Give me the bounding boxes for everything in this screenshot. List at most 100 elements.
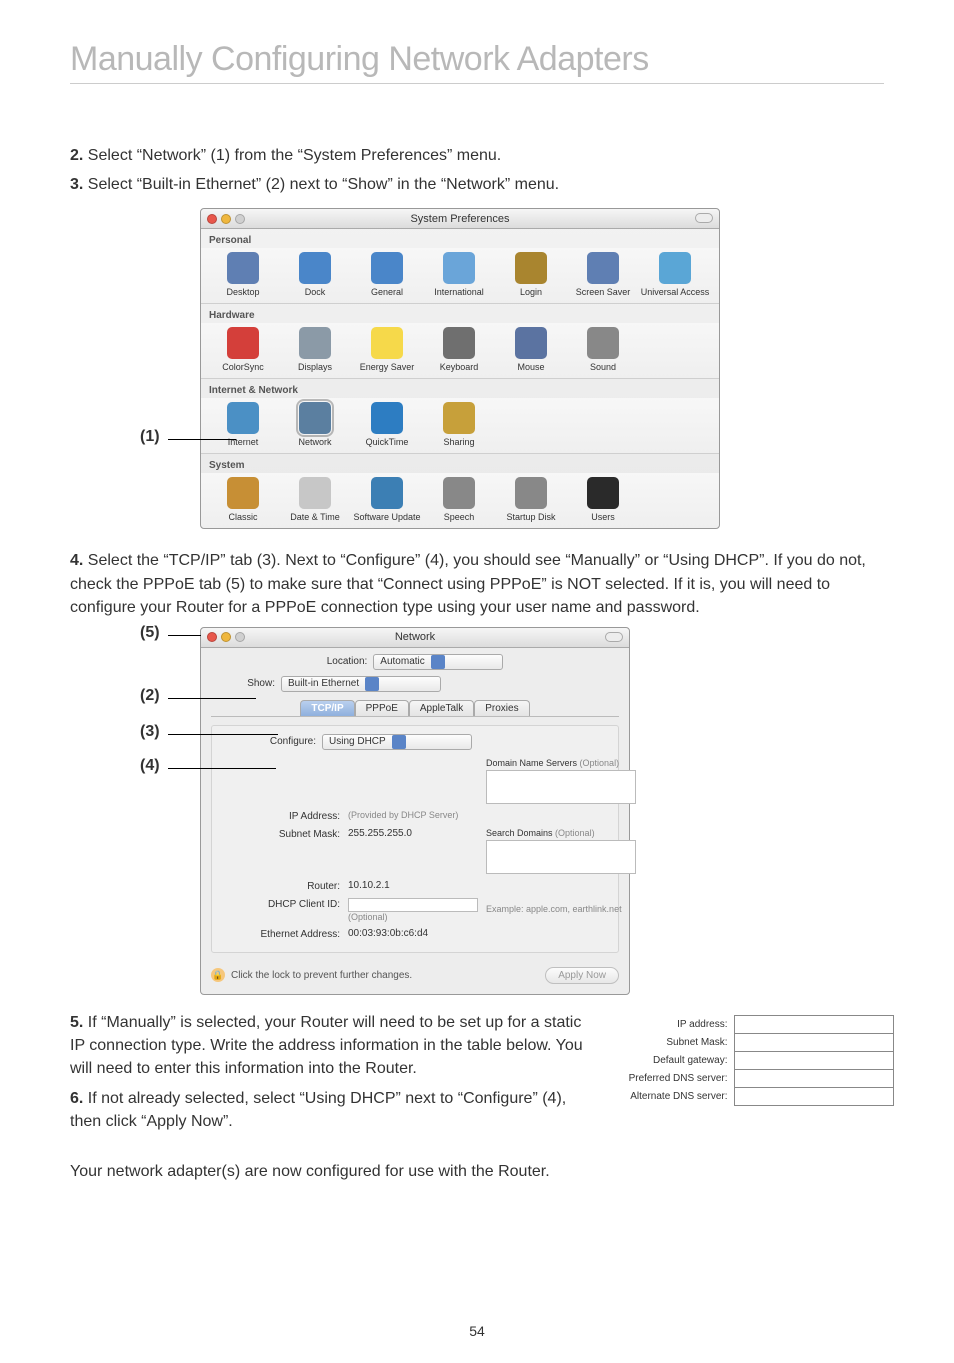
pref-item-desktop[interactable]: Desktop bbox=[207, 252, 279, 297]
dhcp-client-input[interactable] bbox=[348, 898, 478, 912]
network-icon bbox=[299, 402, 331, 434]
quicktime-icon bbox=[371, 402, 403, 434]
step-6-text: If not already selected, select “Using D… bbox=[70, 1090, 566, 1130]
ip-row-field[interactable] bbox=[734, 1033, 894, 1051]
pref-item-date-time[interactable]: Date & Time bbox=[279, 477, 351, 522]
pref-item-screen-saver[interactable]: Screen Saver bbox=[567, 252, 639, 297]
toolbar-pill-icon[interactable] bbox=[605, 632, 623, 642]
lock-icon[interactable]: 🔒 bbox=[211, 968, 225, 982]
title-divider bbox=[70, 83, 884, 84]
ip-row-label: Subnet Mask: bbox=[624, 1033, 734, 1051]
callout-3: (3) bbox=[140, 723, 160, 741]
table-row: Default gateway: bbox=[624, 1051, 894, 1069]
configure-value: Using DHCP bbox=[329, 736, 386, 747]
table-row: IP address: bbox=[624, 1015, 894, 1033]
ip-row-field[interactable] bbox=[734, 1051, 894, 1069]
pref-item-label: Classic bbox=[207, 512, 279, 522]
mouse-icon bbox=[515, 327, 547, 359]
pref-item-speech[interactable]: Speech bbox=[423, 477, 495, 522]
pref-item-colorsync[interactable]: ColorSync bbox=[207, 327, 279, 372]
ip-row-label: Preferred DNS server: bbox=[624, 1069, 734, 1087]
ip-row-field[interactable] bbox=[734, 1087, 894, 1105]
step-num-2: 2. bbox=[70, 147, 83, 164]
pref-item-universal-access[interactable]: Universal Access bbox=[639, 252, 711, 297]
tab-pppoe[interactable]: PPPoE bbox=[355, 700, 409, 716]
pref-item-international[interactable]: International bbox=[423, 252, 495, 297]
sp-hardware-label: Hardware bbox=[201, 304, 719, 323]
sp-hardware-row: ColorSyncDisplaysEnergy SaverKeyboardMou… bbox=[201, 323, 719, 379]
step-4-text: Select the “TCP/IP” tab (3). Next to “Co… bbox=[70, 552, 866, 615]
pref-item-users[interactable]: Users bbox=[567, 477, 639, 522]
pref-item-quicktime[interactable]: QuickTime bbox=[351, 402, 423, 447]
tab-proxies[interactable]: Proxies bbox=[474, 700, 529, 716]
nw-title: Network bbox=[201, 631, 629, 643]
figure-network: (5) (2) (3) (4) Network Location: Automa… bbox=[70, 627, 884, 995]
ip-row-field[interactable] bbox=[734, 1015, 894, 1033]
tab-tcpip[interactable]: TCP/IP bbox=[300, 700, 354, 716]
nw-tabs: TCP/IPPPPoEAppleTalkProxies bbox=[211, 698, 619, 717]
pref-item-software-update[interactable]: Software Update bbox=[351, 477, 423, 522]
sound-icon bbox=[587, 327, 619, 359]
dns-box[interactable] bbox=[486, 770, 636, 804]
startup-disk-icon bbox=[515, 477, 547, 509]
ip-row-field[interactable] bbox=[734, 1069, 894, 1087]
step-4: 4. Select the “TCP/IP” tab (3). Next to … bbox=[70, 549, 884, 619]
tab-appletalk[interactable]: AppleTalk bbox=[409, 700, 474, 716]
toolbar-pill-icon[interactable] bbox=[695, 213, 713, 223]
international-icon bbox=[443, 252, 475, 284]
pref-item-sharing[interactable]: Sharing bbox=[423, 402, 495, 447]
pref-item-classic[interactable]: Classic bbox=[207, 477, 279, 522]
router-label: Router: bbox=[220, 880, 340, 892]
lower-wrap: 5. If “Manually” is selected, your Route… bbox=[70, 1011, 884, 1133]
tcpip-grid: Domain Name Servers (Optional) IP Addres… bbox=[220, 758, 610, 940]
displays-icon bbox=[299, 327, 331, 359]
search-opt: (Optional) bbox=[555, 828, 595, 838]
pref-item-mouse[interactable]: Mouse bbox=[495, 327, 567, 372]
pref-item-label: Screen Saver bbox=[567, 287, 639, 297]
pref-item-label: Software Update bbox=[351, 512, 423, 522]
search-box[interactable] bbox=[486, 840, 636, 874]
pref-item-internet[interactable]: Internet bbox=[207, 402, 279, 447]
pref-item-energy-saver[interactable]: Energy Saver bbox=[351, 327, 423, 372]
step-2: 2. Select “Network” (1) from the “System… bbox=[70, 144, 884, 167]
eth-label: Ethernet Address: bbox=[220, 928, 340, 940]
pref-item-label: Login bbox=[495, 287, 567, 297]
sp-internet-label: Internet & Network bbox=[201, 379, 719, 398]
location-value: Automatic bbox=[380, 656, 424, 667]
sharing-icon bbox=[443, 402, 475, 434]
sp-title: System Preferences bbox=[201, 213, 719, 225]
ip-info-table: IP address:Subnet Mask:Default gateway:P… bbox=[624, 1015, 894, 1106]
pref-item-label: Sound bbox=[567, 362, 639, 372]
final-text: Your network adapter(s) are now configur… bbox=[70, 1163, 884, 1181]
step-num-5: 5. bbox=[70, 1014, 83, 1031]
screen-saver-icon bbox=[587, 252, 619, 284]
pref-item-startup-disk[interactable]: Startup Disk bbox=[495, 477, 567, 522]
step-2-text: Select “Network” (1) from the “System Pr… bbox=[88, 147, 501, 164]
pref-item-keyboard[interactable]: Keyboard bbox=[423, 327, 495, 372]
pref-item-displays[interactable]: Displays bbox=[279, 327, 351, 372]
show-select[interactable]: Built-in Ethernet bbox=[281, 676, 441, 692]
step-num-6: 6. bbox=[70, 1090, 83, 1107]
pref-item-sound[interactable]: Sound bbox=[567, 327, 639, 372]
sp-personal-label: Personal bbox=[201, 229, 719, 248]
pref-item-label: Speech bbox=[423, 512, 495, 522]
configure-select[interactable]: Using DHCP bbox=[322, 734, 472, 750]
pref-item-label: QuickTime bbox=[351, 437, 423, 447]
pref-item-dock[interactable]: Dock bbox=[279, 252, 351, 297]
pref-item-general[interactable]: General bbox=[351, 252, 423, 297]
pref-item-login[interactable]: Login bbox=[495, 252, 567, 297]
table-row: Alternate DNS server: bbox=[624, 1087, 894, 1105]
sp-personal-row: DesktopDockGeneralInternationalLoginScre… bbox=[201, 248, 719, 304]
location-select[interactable]: Automatic bbox=[373, 654, 503, 670]
ip-label: IP Address: bbox=[220, 810, 340, 822]
page-title: Manually Configuring Network Adapters bbox=[70, 40, 884, 79]
pref-item-label: General bbox=[351, 287, 423, 297]
keyboard-icon bbox=[443, 327, 475, 359]
callout-1: (1) bbox=[140, 428, 160, 446]
pref-item-network[interactable]: Network bbox=[279, 402, 351, 447]
dhcp-client-label: DHCP Client ID: bbox=[220, 898, 340, 910]
login-icon bbox=[515, 252, 547, 284]
lock-text: Click the lock to prevent further change… bbox=[231, 970, 412, 981]
apply-now-button[interactable]: Apply Now bbox=[545, 967, 619, 984]
date-time-icon bbox=[299, 477, 331, 509]
